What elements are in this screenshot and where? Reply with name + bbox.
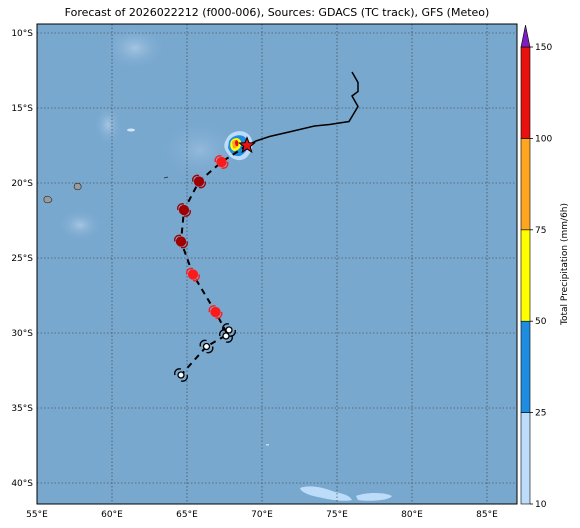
forecast-position-icon[interactable] xyxy=(177,203,191,217)
lon-tick-label: 70°E xyxy=(251,510,273,520)
colorbar-tick-label: 150 xyxy=(535,43,552,53)
lon-tick-label: 80°E xyxy=(401,510,423,520)
colorbar-segment xyxy=(520,46,531,139)
lat-tick-label: 20°S xyxy=(11,179,33,189)
past-track-line xyxy=(246,71,359,147)
forecast-position-icon[interactable] xyxy=(199,339,214,354)
lon-tick-label: 65°E xyxy=(176,510,198,520)
forecast-position-icon[interactable] xyxy=(208,305,223,319)
colorbar-tick-label: 10 xyxy=(535,500,547,510)
lat-tick-label: 30°S xyxy=(11,329,33,339)
map-plot-area[interactable] xyxy=(37,24,517,504)
cloud-texture xyxy=(58,209,102,241)
lon-tick-label: 75°E xyxy=(326,510,348,520)
precip-patch xyxy=(266,444,269,446)
current-position-star-icon[interactable] xyxy=(238,136,256,154)
lon-tick-label: 85°E xyxy=(476,510,498,520)
forecast-position-icon[interactable] xyxy=(174,368,188,382)
mauritius-island xyxy=(73,182,82,191)
precip-patch xyxy=(300,486,352,501)
lat-tick-label: 35°S xyxy=(11,404,33,414)
lat-tick-label: 25°S xyxy=(11,254,33,264)
precipitation-colorbar: 10 25 50 75 100 150 xyxy=(520,24,552,510)
forecast-position-icon[interactable] xyxy=(186,267,200,282)
colorbar-segment xyxy=(520,138,531,231)
lat-tick-label: 15°S xyxy=(11,104,33,114)
precip-patch xyxy=(356,493,392,501)
reunion-island xyxy=(43,195,53,204)
precip-patch xyxy=(127,128,135,132)
forecast-position-icon[interactable] xyxy=(219,329,233,343)
forecast-track-line xyxy=(179,144,248,376)
colorbar-segment xyxy=(520,320,531,413)
cloud-texture xyxy=(94,105,122,145)
longitude-tick-labels: 55°E 60°E 65°E 70°E 75°E 80°E 85°E xyxy=(26,510,498,520)
colorbar-extend-arrow xyxy=(520,24,531,48)
cloud-texture xyxy=(105,26,165,70)
forecast-position-icon[interactable] xyxy=(192,174,206,189)
ocean-background xyxy=(37,24,517,504)
cyclone-track[interactable] xyxy=(174,71,359,382)
colorbar-tick-label: 100 xyxy=(535,134,552,144)
map-frame xyxy=(36,23,518,505)
latitude-tick-labels: 10°S 15°S 20°S 25°S 30°S 35°S 40°S xyxy=(11,29,33,489)
graticule xyxy=(37,24,517,504)
lat-tick-label: 10°S xyxy=(11,29,33,39)
colorbar-tick-label: 50 xyxy=(535,317,547,327)
colorbar-segment xyxy=(520,412,531,505)
forecast-position-icon[interactable] xyxy=(174,234,188,249)
colorbar-tick-label: 75 xyxy=(535,226,546,236)
colorbar-label: Total Precipitation (mm/6h) xyxy=(560,203,570,326)
forecast-position-icon[interactable] xyxy=(214,155,229,169)
small-island xyxy=(163,176,169,179)
lon-tick-label: 60°E xyxy=(101,510,123,520)
map-title: Forecast of 2026022212 (f000-006), Sourc… xyxy=(64,6,490,19)
lon-tick-label: 55°E xyxy=(26,510,48,520)
lat-tick-label: 40°S xyxy=(11,479,33,489)
colorbar-segment xyxy=(520,229,531,322)
colorbar-tick-label: 25 xyxy=(535,409,546,419)
